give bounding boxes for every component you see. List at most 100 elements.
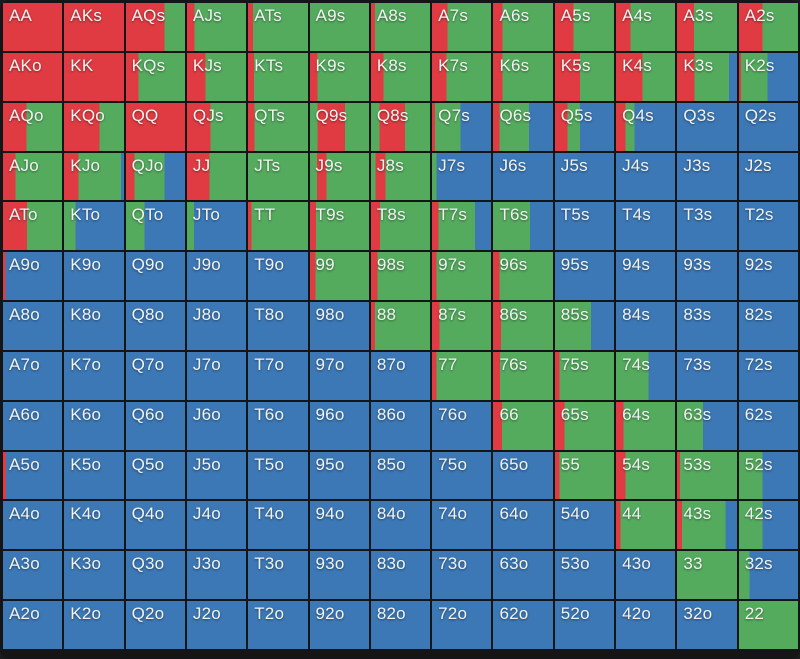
hand-cell-J5o[interactable]: J5o <box>186 451 247 500</box>
hand-cell-J2s[interactable]: J2s <box>738 152 798 201</box>
hand-cell-92o[interactable]: 92o <box>309 601 369 649</box>
hand-cell-A9o[interactable]: A9o <box>3 252 63 301</box>
hand-cell-Q8o[interactable]: Q8o <box>125 302 185 350</box>
hand-cell-Q5s[interactable]: Q5s <box>554 102 615 151</box>
hand-cell-K6s[interactable]: K6s <box>493 52 553 101</box>
hand-cell-K9s[interactable]: K9s <box>309 52 369 101</box>
hand-cell-94o[interactable]: 94o <box>309 501 369 550</box>
hand-cell-A6s[interactable]: A6s <box>493 3 553 51</box>
hand-cell-T5o[interactable]: T5o <box>248 451 308 500</box>
hand-cell-Q6s[interactable]: Q6s <box>493 102 553 151</box>
hand-cell-J7o[interactable]: J7o <box>186 351 247 400</box>
hand-cell-J4s[interactable]: J4s <box>616 152 676 201</box>
hand-cell-T9o[interactable]: T9o <box>248 252 308 301</box>
hand-cell-A4s[interactable]: A4s <box>616 3 676 51</box>
hand-cell-82o[interactable]: 82o <box>370 601 431 649</box>
hand-cell-95s[interactable]: 95s <box>554 252 615 301</box>
hand-cell-Q2s[interactable]: Q2s <box>738 102 798 151</box>
hand-cell-Q7s[interactable]: Q7s <box>432 102 492 151</box>
hand-cell-73s[interactable]: 73s <box>677 351 737 400</box>
hand-cell-KJs[interactable]: KJs <box>186 52 247 101</box>
hand-cell-J9o[interactable]: J9o <box>186 252 247 301</box>
hand-cell-K7o[interactable]: K7o <box>64 351 124 400</box>
hand-cell-ATo[interactable]: ATo <box>3 202 63 251</box>
hand-cell-52s[interactable]: 52s <box>738 451 798 500</box>
hand-cell-T7o[interactable]: T7o <box>248 351 308 400</box>
hand-cell-K2o[interactable]: K2o <box>64 601 124 649</box>
hand-cell-65s[interactable]: 65s <box>554 401 615 450</box>
hand-cell-94s[interactable]: 94s <box>616 252 676 301</box>
hand-cell-AKs[interactable]: AKs <box>64 3 124 51</box>
hand-cell-Q9o[interactable]: Q9o <box>125 252 185 301</box>
hand-cell-Q2o[interactable]: Q2o <box>125 601 185 649</box>
hand-cell-K3s[interactable]: K3s <box>677 52 737 101</box>
hand-cell-QTo[interactable]: QTo <box>125 202 185 251</box>
hand-cell-KQo[interactable]: KQo <box>64 102 124 151</box>
hand-cell-A7o[interactable]: A7o <box>3 351 63 400</box>
hand-cell-93s[interactable]: 93s <box>677 252 737 301</box>
hand-cell-K2s[interactable]: K2s <box>738 52 798 101</box>
hand-cell-T5s[interactable]: T5s <box>554 202 615 251</box>
hand-cell-42s[interactable]: 42s <box>738 501 798 550</box>
hand-cell-J8o[interactable]: J8o <box>186 302 247 350</box>
hand-cell-96o[interactable]: 96o <box>309 401 369 450</box>
hand-cell-K9o[interactable]: K9o <box>64 252 124 301</box>
hand-cell-KJo[interactable]: KJo <box>64 152 124 201</box>
hand-cell-43o[interactable]: 43o <box>616 551 676 600</box>
hand-cell-83o[interactable]: 83o <box>370 551 431 600</box>
hand-cell-J2o[interactable]: J2o <box>186 601 247 649</box>
hand-cell-AKo[interactable]: AKo <box>3 52 63 101</box>
hand-cell-96s[interactable]: 96s <box>493 252 553 301</box>
hand-cell-53s[interactable]: 53s <box>677 451 737 500</box>
hand-cell-32s[interactable]: 32s <box>738 551 798 600</box>
hand-cell-82s[interactable]: 82s <box>738 302 798 350</box>
hand-cell-A3o[interactable]: A3o <box>3 551 63 600</box>
hand-cell-K4s[interactable]: K4s <box>616 52 676 101</box>
hand-cell-T6s[interactable]: T6s <box>493 202 553 251</box>
hand-cell-J4o[interactable]: J4o <box>186 501 247 550</box>
hand-cell-T6o[interactable]: T6o <box>248 401 308 450</box>
hand-cell-J6s[interactable]: J6s <box>493 152 553 201</box>
hand-cell-Q5o[interactable]: Q5o <box>125 451 185 500</box>
hand-cell-65o[interactable]: 65o <box>493 451 553 500</box>
hand-cell-33[interactable]: 33 <box>677 551 737 600</box>
hand-cell-86o[interactable]: 86o <box>370 401 431 450</box>
hand-cell-J9s[interactable]: J9s <box>309 152 369 201</box>
hand-cell-K5o[interactable]: K5o <box>64 451 124 500</box>
hand-cell-T7s[interactable]: T7s <box>432 202 492 251</box>
hand-cell-JTo[interactable]: JTo <box>186 202 247 251</box>
hand-cell-A2o[interactable]: A2o <box>3 601 63 649</box>
hand-cell-AJs[interactable]: AJs <box>186 3 247 51</box>
hand-cell-T8o[interactable]: T8o <box>248 302 308 350</box>
hand-cell-54s[interactable]: 54s <box>616 451 676 500</box>
hand-cell-77[interactable]: 77 <box>432 351 492 400</box>
hand-cell-JTs[interactable]: JTs <box>248 152 308 201</box>
hand-cell-Q9s[interactable]: Q9s <box>309 102 369 151</box>
hand-cell-85s[interactable]: 85s <box>554 302 615 350</box>
hand-cell-KK[interactable]: KK <box>64 52 124 101</box>
hand-cell-ATs[interactable]: ATs <box>248 3 308 51</box>
hand-cell-88[interactable]: 88 <box>370 302 431 350</box>
hand-cell-A9s[interactable]: A9s <box>309 3 369 51</box>
hand-cell-98o[interactable]: 98o <box>309 302 369 350</box>
hand-cell-A3s[interactable]: A3s <box>677 3 737 51</box>
hand-cell-T3o[interactable]: T3o <box>248 551 308 600</box>
hand-cell-QJs[interactable]: QJs <box>186 102 247 151</box>
hand-cell-A4o[interactable]: A4o <box>3 501 63 550</box>
hand-cell-98s[interactable]: 98s <box>370 252 431 301</box>
hand-cell-Q6o[interactable]: Q6o <box>125 401 185 450</box>
hand-cell-87s[interactable]: 87s <box>432 302 492 350</box>
hand-cell-86s[interactable]: 86s <box>493 302 553 350</box>
hand-cell-A5o[interactable]: A5o <box>3 451 63 500</box>
hand-cell-Q8s[interactable]: Q8s <box>370 102 431 151</box>
hand-cell-53o[interactable]: 53o <box>554 551 615 600</box>
hand-cell-J5s[interactable]: J5s <box>554 152 615 201</box>
hand-cell-QTs[interactable]: QTs <box>248 102 308 151</box>
hand-cell-A2s[interactable]: A2s <box>738 3 798 51</box>
hand-cell-75o[interactable]: 75o <box>432 451 492 500</box>
hand-cell-J8s[interactable]: J8s <box>370 152 431 201</box>
hand-cell-JJ[interactable]: JJ <box>186 152 247 201</box>
hand-cell-AA[interactable]: AA <box>3 3 63 51</box>
hand-cell-K6o[interactable]: K6o <box>64 401 124 450</box>
hand-cell-97s[interactable]: 97s <box>432 252 492 301</box>
